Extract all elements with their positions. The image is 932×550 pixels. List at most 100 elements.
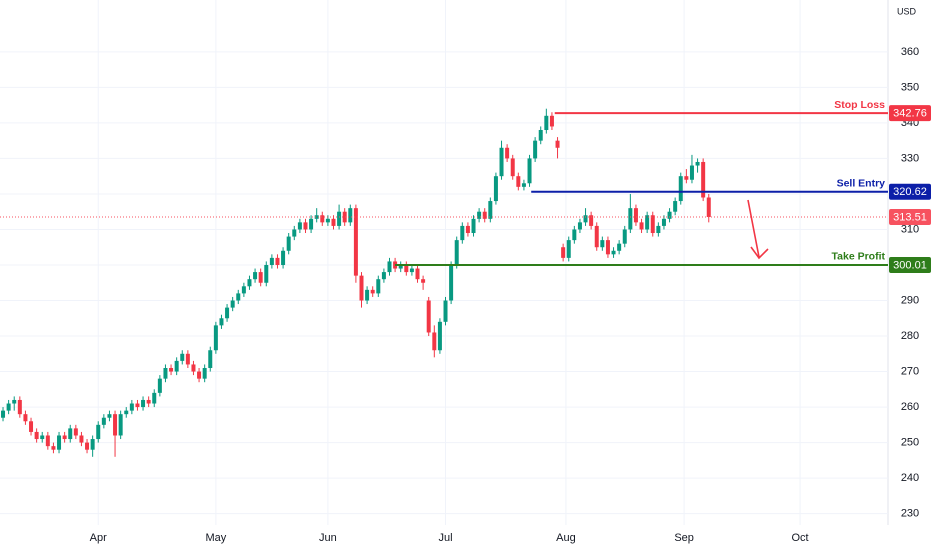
x-tick-label: Oct [792,532,809,544]
candle-body [85,442,90,450]
candle-body [510,158,515,177]
candle-body [73,428,78,436]
candle-body [533,140,538,159]
candle-body [264,264,269,283]
candle-body [253,272,258,280]
candle-body [577,222,582,230]
candle-body [611,250,616,255]
candle-body [230,300,235,308]
candle-body [57,435,62,450]
candle-body [107,414,112,418]
candle-body [566,240,571,258]
candle-body [499,147,504,177]
candle-body [656,225,661,234]
candle-body [617,243,622,251]
candle-body [34,431,39,440]
candle-body [90,439,95,450]
candle-body [40,435,45,440]
candle-body [68,428,73,440]
candle-body [505,147,510,159]
candle-body [673,201,678,212]
currency-label: USD [897,6,917,16]
y-tick-label: 270 [901,365,919,377]
candle-body [482,211,487,219]
y-tick-label: 250 [901,436,919,448]
candle-body [689,165,694,180]
last-price-label: 313.51 [893,211,927,223]
y-tick-label: 310 [901,223,919,235]
candle-body [409,268,414,273]
candle-body [241,286,246,294]
candle-body [129,403,134,411]
candle-body [6,403,11,411]
x-tick-label: Apr [90,532,107,544]
candle-body [208,350,213,368]
candle-body [325,218,330,223]
candle-body [633,208,638,223]
candle-body [157,378,162,393]
candle-body [191,364,196,372]
candle-body [236,293,241,301]
candle-body [337,211,342,226]
level-tag [889,183,931,200]
candle-body [572,229,577,241]
candle-body [370,289,375,294]
candle-body [174,360,179,372]
candle-body [426,300,431,333]
candle-body [124,410,129,415]
candle-body [258,272,263,283]
candle-body [197,371,202,379]
level-name: Sell Entry [837,178,886,190]
candle-body [275,257,280,265]
candle-body [202,367,207,379]
candle-body [163,367,168,379]
candle-body [460,225,465,241]
candle-body [415,268,420,280]
candle-body [152,392,157,404]
candle-body [297,222,302,230]
candle-body [141,399,146,408]
candle-body [12,399,17,404]
last-price-tag [889,208,931,225]
candle-body [376,279,381,294]
candle-body [342,211,347,223]
candle-body [225,307,230,319]
candle-body [594,225,599,248]
candle-body [118,414,123,436]
candle-body [359,275,364,301]
level-tag-label: 342.76 [893,108,927,120]
candle-body [269,257,274,265]
candle-body [213,325,218,351]
candle-body [281,250,286,265]
candle-body [695,161,700,166]
candle-body [398,264,403,269]
candle-body [549,115,554,127]
candle-body [605,240,610,255]
candle-body [185,353,190,365]
candle-body [667,211,672,219]
x-tick-label: Jul [438,532,452,544]
candle-body [544,115,549,131]
candle-body [387,261,392,273]
candle-body [331,218,336,226]
candle-body [135,403,140,408]
candle-body [650,215,655,234]
candle-body [628,208,633,230]
candle-body [101,417,106,425]
level-tag [889,105,931,122]
y-tick-label: 240 [901,472,919,484]
candle-body [583,215,588,223]
candle-body [353,208,358,276]
x-tick-label: Sep [674,532,694,544]
level-tag-label: 320.62 [893,186,927,198]
candle-body [17,399,22,415]
y-tick-label: 330 [901,152,919,164]
candle-body [589,215,594,226]
candle-body [449,264,454,301]
candle-body [180,353,185,361]
y-tick-label: 280 [901,330,919,342]
candle-body [381,272,386,280]
candle-body [45,435,50,447]
candle-body [437,321,442,351]
